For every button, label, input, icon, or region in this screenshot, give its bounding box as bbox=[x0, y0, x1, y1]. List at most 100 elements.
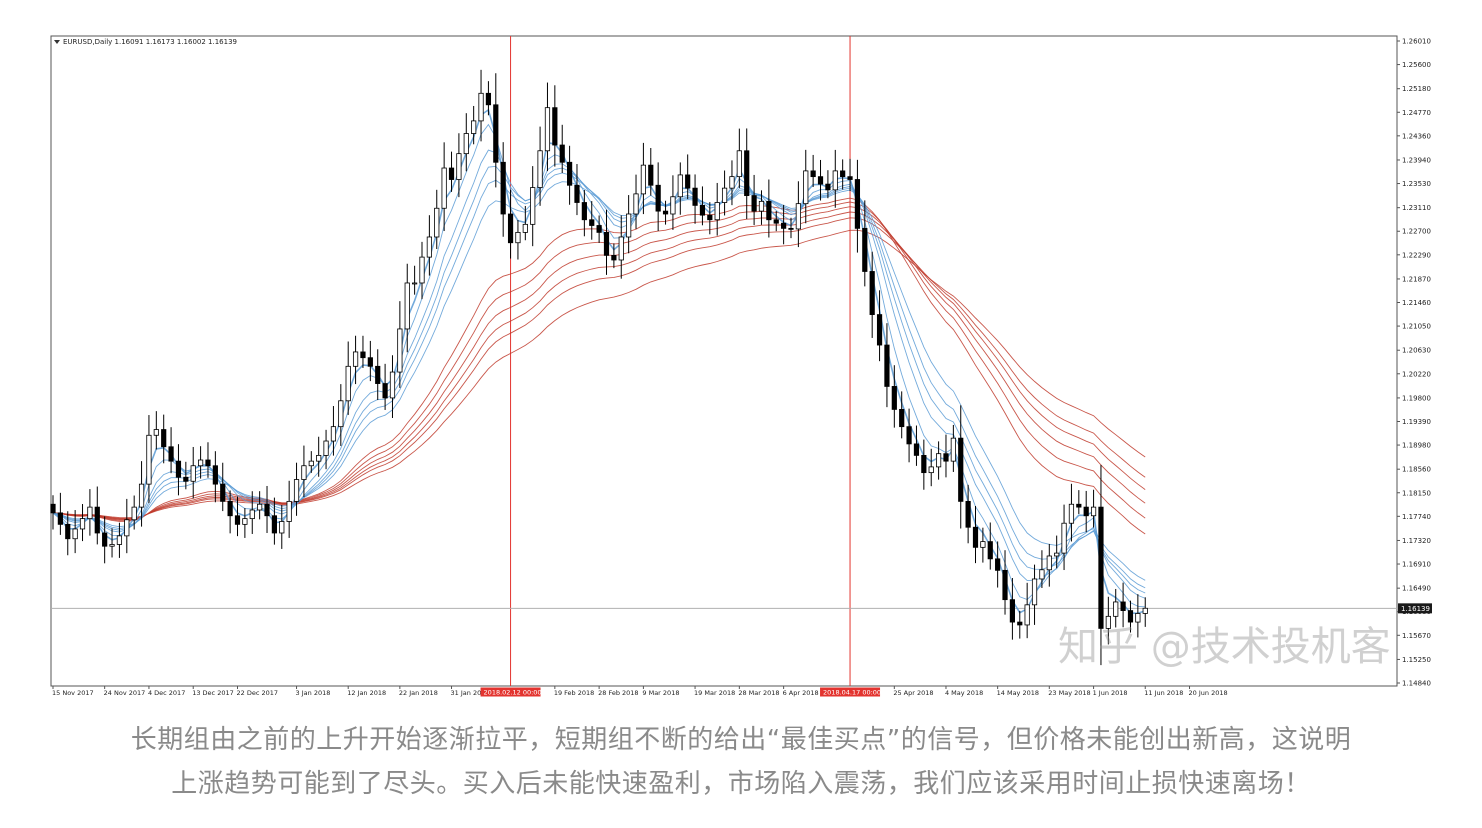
candle-body bbox=[603, 231, 610, 256]
symbol-header: EURUSD,Daily 1.16091 1.16173 1.16002 1.1… bbox=[63, 38, 237, 46]
x-tick-label: 24 Nov 2017 bbox=[104, 689, 146, 697]
candle-body bbox=[699, 204, 706, 216]
candle-body bbox=[293, 479, 300, 502]
candle-body bbox=[175, 460, 182, 478]
candle-body bbox=[876, 314, 883, 346]
candle-body bbox=[788, 227, 794, 230]
candle-body bbox=[825, 183, 831, 191]
y-tick-label: 1.22700 bbox=[1402, 228, 1431, 236]
candle-body bbox=[596, 225, 602, 233]
x-tick-label: 28 Mar 2018 bbox=[738, 689, 779, 697]
long-ema-line bbox=[52, 206, 1146, 521]
y-tick-label: 1.20630 bbox=[1402, 347, 1431, 355]
candle-body bbox=[323, 440, 329, 456]
candle-body bbox=[412, 282, 418, 285]
candle-body bbox=[891, 386, 897, 410]
candle-body bbox=[197, 459, 204, 467]
x-tick-label: 22 Jan 2018 bbox=[399, 689, 438, 697]
candlestick-chart: 1.26010 1.25600 1.25180 1.24770 1.24360 1.239… bbox=[50, 35, 1432, 697]
time-marker-badge bbox=[480, 687, 541, 697]
x-tick-label: 4 Dec 2017 bbox=[148, 689, 185, 697]
candle-body bbox=[544, 107, 551, 152]
candle-body bbox=[1127, 610, 1134, 623]
candle-body bbox=[567, 161, 573, 186]
caption: 长期组由之前的上升开始逐渐拉平，短期组不断的给出“最佳买点”的信号，但价格未能创… bbox=[60, 718, 1422, 806]
candle-body bbox=[161, 429, 167, 448]
candle-body bbox=[249, 509, 255, 520]
candle-body bbox=[640, 164, 647, 195]
y-tick-label: 1.20220 bbox=[1402, 370, 1431, 378]
candle-body bbox=[936, 453, 942, 468]
candle-body bbox=[79, 518, 86, 530]
candle-body bbox=[589, 219, 595, 226]
candle-body bbox=[1046, 555, 1052, 571]
candle-body bbox=[655, 184, 661, 212]
candle-body bbox=[795, 203, 801, 230]
candle-body bbox=[242, 518, 248, 525]
candle-body bbox=[1142, 607, 1148, 614]
candle-body bbox=[530, 187, 536, 225]
y-tick-label: 1.14840 bbox=[1402, 680, 1431, 688]
time-marker-label: 2018.04.17 00:00 bbox=[823, 689, 881, 697]
x-tick-label: 3 Jan 2018 bbox=[296, 689, 331, 697]
plot-frame bbox=[50, 35, 1398, 687]
chart-area: 1.26010 1.25600 1.25180 1.24770 1.24360 1.239… bbox=[50, 35, 1432, 697]
candle-body bbox=[286, 500, 292, 522]
candle-body bbox=[522, 223, 528, 233]
x-tick-label: 1 Jun 2018 bbox=[1093, 689, 1128, 697]
y-tick-label: 1.16910 bbox=[1402, 561, 1431, 569]
caption-line-2: 上涨趋势可能到了尽头。买入后未能快速盈利，市场陷入震荡，我们应该采用时间止损快速… bbox=[171, 769, 1311, 799]
y-tick-label: 1.18560 bbox=[1402, 466, 1431, 474]
y-tick-label: 1.21460 bbox=[1402, 299, 1431, 307]
candle-body bbox=[1135, 613, 1141, 623]
y-tick-label: 1.24770 bbox=[1402, 109, 1431, 117]
y-tick-label: 1.19390 bbox=[1402, 418, 1431, 426]
x-tick-label: 14 May 2018 bbox=[997, 689, 1039, 697]
candle-body bbox=[94, 506, 100, 534]
candle-body bbox=[840, 170, 846, 178]
x-tick-label: 31 Jan 2018 bbox=[451, 689, 490, 697]
candle-body bbox=[419, 256, 425, 284]
candle-body bbox=[884, 344, 890, 387]
candle-body bbox=[360, 351, 366, 359]
candle-body bbox=[869, 271, 875, 315]
x-tick-label: 25 Apr 2018 bbox=[893, 689, 933, 697]
candle-body bbox=[707, 214, 713, 221]
y-tick-label: 1.24360 bbox=[1402, 132, 1431, 140]
candle-body bbox=[1105, 615, 1111, 629]
candle-body bbox=[227, 500, 233, 517]
candle-body bbox=[729, 176, 735, 189]
candle-body bbox=[987, 541, 993, 560]
y-tick-label: 1.23940 bbox=[1402, 156, 1431, 164]
candle-body bbox=[1120, 601, 1126, 611]
y-tick-label: 1.19800 bbox=[1402, 394, 1431, 402]
candle-body bbox=[928, 466, 934, 474]
candle-body bbox=[714, 202, 720, 221]
candle-body bbox=[308, 460, 314, 467]
short-ema-line bbox=[52, 181, 1146, 581]
y-tick-label: 1.21050 bbox=[1402, 323, 1431, 331]
long-ema-line bbox=[52, 229, 1146, 519]
y-tick-label: 1.21870 bbox=[1402, 275, 1431, 283]
candle-body bbox=[441, 167, 447, 209]
candle-body bbox=[72, 528, 78, 540]
candle-body bbox=[1031, 578, 1038, 606]
dropdown-triangle-icon[interactable] bbox=[54, 40, 60, 44]
candle-body bbox=[921, 454, 927, 474]
x-tick-label: 19 Feb 2018 bbox=[554, 689, 594, 697]
y-tick-label: 1.22290 bbox=[1402, 251, 1431, 259]
candle-body bbox=[847, 176, 853, 180]
y-tick-label: 1.26010 bbox=[1402, 38, 1431, 46]
candle-body bbox=[109, 544, 115, 547]
candle-body bbox=[751, 195, 757, 212]
candle-body bbox=[102, 532, 108, 547]
y-tick-label: 1.18980 bbox=[1402, 442, 1431, 450]
candle-body bbox=[1090, 506, 1097, 517]
watermark-text: 知乎 @技术投机客 bbox=[1058, 624, 1391, 670]
y-tick-label: 1.23110 bbox=[1402, 204, 1431, 212]
candle-body bbox=[493, 104, 499, 163]
candle-body bbox=[87, 506, 93, 520]
y-tick-label: 1.23530 bbox=[1402, 180, 1431, 188]
candle-body bbox=[57, 512, 63, 525]
candle-body bbox=[116, 535, 123, 545]
